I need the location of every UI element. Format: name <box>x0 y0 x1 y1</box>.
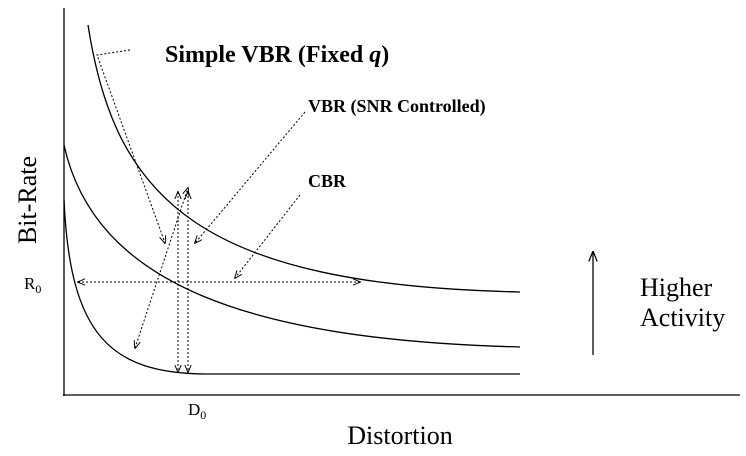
vbr-snr-label: VBR (SNR Controlled) <box>308 96 486 117</box>
x-axis-label: Distortion <box>347 421 452 450</box>
activity-label: Activity <box>640 303 725 332</box>
r0-label: R0 <box>24 274 41 296</box>
cbr-label: CBR <box>308 171 347 191</box>
curve-high <box>87 24 521 293</box>
y-axis-label: Bit-Rate <box>13 156 42 244</box>
dotted-arrows <box>78 49 360 372</box>
simple-vbr-label: Simple VBR (Fixed q) <box>165 42 389 68</box>
curve-mid <box>63 144 521 348</box>
d0-label: D0 <box>188 400 206 422</box>
curve-low <box>63 199 520 375</box>
activity-label: Higher <box>640 273 713 302</box>
